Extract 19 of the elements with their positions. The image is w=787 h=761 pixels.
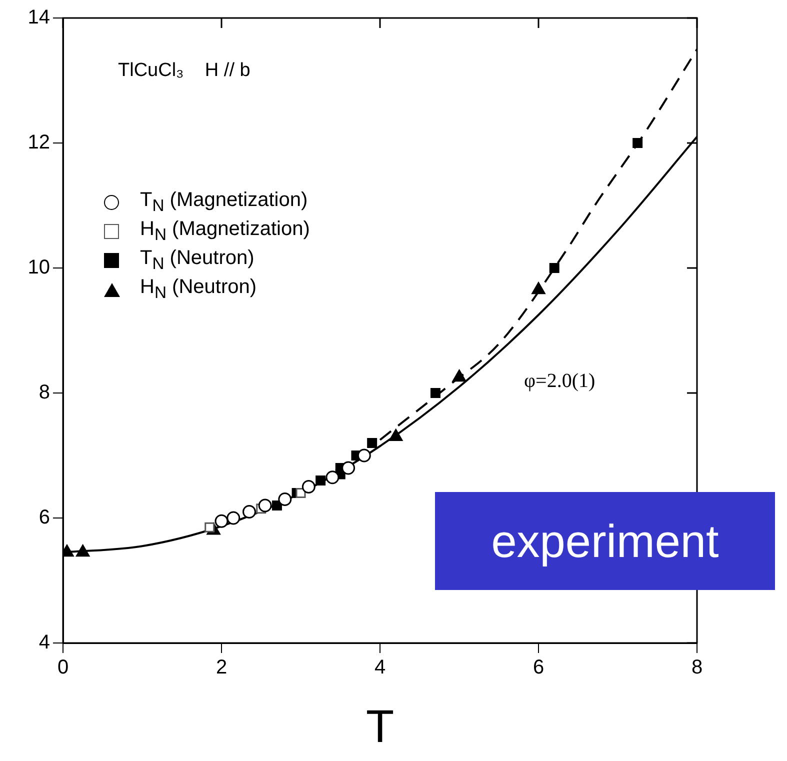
y-tick-label: 12	[28, 132, 50, 154]
legend-label: H$_{N}$ (Magnetization)	[140, 218, 310, 245]
annotation: φ=2.0(1)	[524, 370, 596, 393]
text: TlCuCl₃ H // b	[118, 60, 250, 82]
y-tick-label: 10	[28, 256, 50, 279]
y-tick-label: 4	[38, 632, 50, 654]
x-axis-title: T	[366, 700, 394, 752]
y-tick-label: 8	[38, 382, 50, 404]
x-tick-label: 6	[532, 656, 544, 679]
y-tick-label: 6	[38, 506, 50, 529]
legend-label: H$_{N}$ (Neutron)	[140, 276, 257, 303]
x-tick-label: 2	[216, 656, 228, 679]
x-tick-label: 4	[374, 656, 386, 679]
legend-label: T$_{N}$ (Neutron)	[140, 247, 254, 274]
y-tick-label: 14	[28, 6, 50, 29]
x-tick-label: 8	[691, 656, 703, 679]
annotation: experiment	[435, 492, 775, 590]
x-tick-label: 0	[57, 656, 69, 679]
legend-label: T$_{N}$ (Magnetization)	[140, 189, 308, 216]
